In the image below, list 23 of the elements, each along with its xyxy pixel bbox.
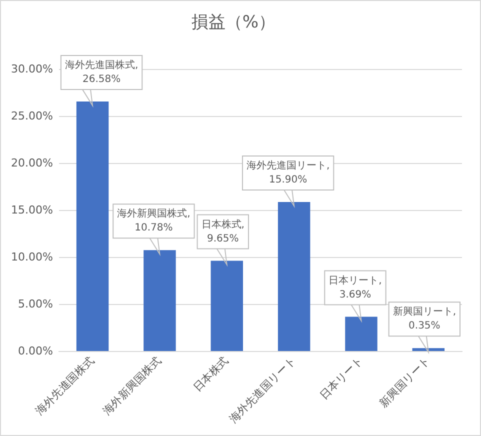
data-label: 海外先進国リート, 15.90% [246, 160, 330, 186]
bar [278, 202, 310, 351]
y-tick-label: 15.00% [10, 203, 53, 216]
y-tick-label: 20.00% [10, 156, 53, 170]
y-tick-label: 30.00% [10, 62, 53, 76]
bar [210, 260, 244, 351]
x-tick-label: 海外新興国株式 [100, 354, 164, 418]
bar [412, 348, 445, 351]
y-tick-label: 5.00% [18, 297, 53, 310]
y-tick-label: 25.00% [10, 109, 53, 122]
chart-title: 損益（%） [191, 12, 276, 33]
x-tick-label: 日本株式 [190, 354, 232, 394]
data-label: 新興国リート, 0.35% [392, 306, 456, 332]
data-label: 日本株式, 9.65% [201, 218, 244, 244]
data-label: 海外先進国株式, 26.58% [64, 59, 138, 86]
data-label: 日本リート, 3.69% [328, 274, 382, 300]
bar [144, 250, 176, 351]
x-tick-label: 新興国リート [376, 354, 433, 410]
bar [76, 102, 109, 351]
y-tick-label: 10.00% [10, 250, 53, 264]
bar [345, 316, 378, 351]
x-tick-label: 日本リート [317, 354, 366, 402]
data-label: 海外新興国株式, 10.78% [117, 208, 190, 234]
